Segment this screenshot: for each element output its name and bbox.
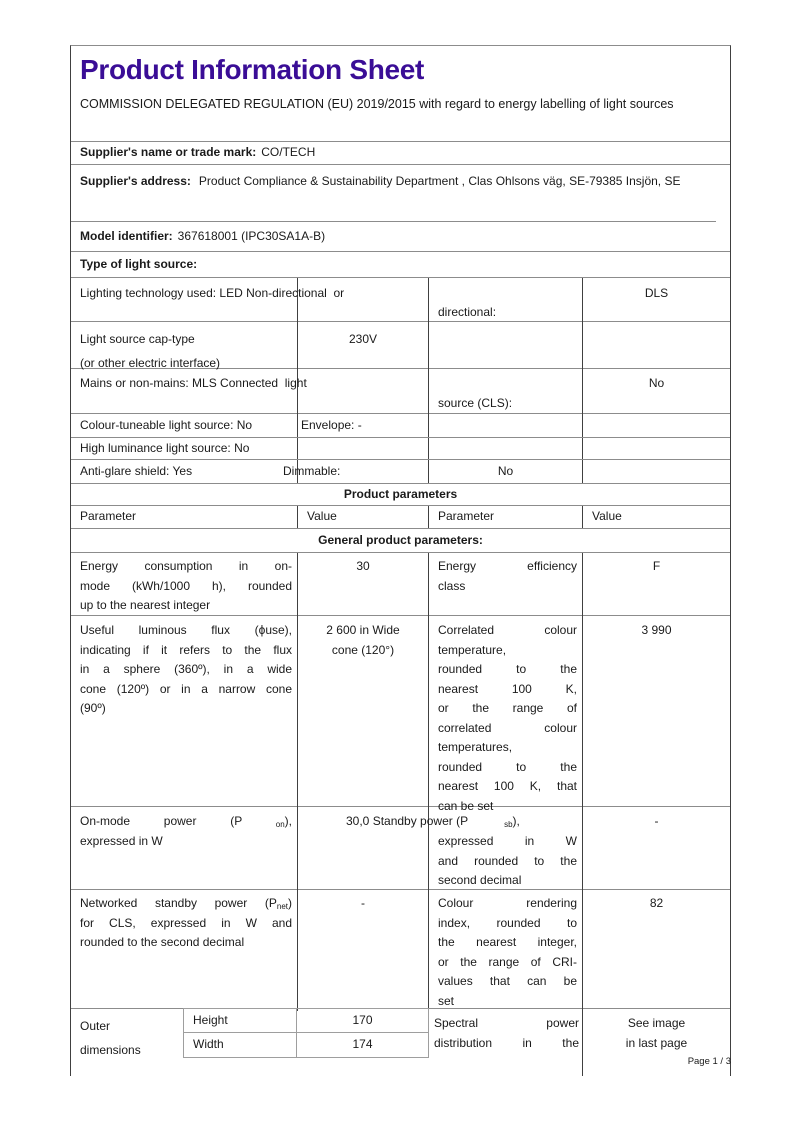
- empty-cell: [582, 414, 730, 437]
- supplier-name-value: CO/TECH: [261, 145, 316, 159]
- dimension-value: 174: [352, 1037, 373, 1051]
- outer-dimensions-row: Outer dimensions Height 170 Width 174 Sp…: [71, 1008, 730, 1076]
- lighting-technology-continuation: directional:: [428, 278, 582, 323]
- column-divider: [582, 1009, 583, 1076]
- empty-cell: [297, 460, 428, 483]
- supplier-address-label: Supplier's address:: [80, 174, 191, 188]
- empty-cell: [428, 438, 582, 459]
- table-row: Light source cap-type (or other electric…: [71, 322, 730, 375]
- table-row: Width 174: [184, 1033, 428, 1057]
- dimmable-label: Dimmable:: [283, 464, 341, 478]
- high-luminance-cell: High luminance light source: No: [80, 441, 250, 455]
- type-of-light-source-heading: Type of light source:: [71, 252, 730, 278]
- efficiency-class-value: F: [582, 553, 730, 616]
- table-row: Networked standby power (Pnet) for CLS, …: [71, 890, 730, 1011]
- table-row: High luminance light source: No: [71, 438, 730, 460]
- column-header-row: Parameter Value Parameter Value: [71, 506, 730, 529]
- colour-temperature-cell: Correlated colour temperature, rounded t…: [428, 616, 582, 816]
- column-header: Parameter: [428, 506, 582, 528]
- spectral-power-cell: Spectral power distribution in the: [434, 1016, 579, 1050]
- mains-value: No: [582, 369, 730, 414]
- empty-cell: [297, 438, 428, 459]
- page-indicator: Page 1 / 3: [687, 1056, 731, 1067]
- dimmable-value: No: [428, 460, 582, 483]
- mains-cell: Mains or non-mains: MLS Connected light: [80, 376, 307, 390]
- cap-type-cell: Light source cap-type (or other electric…: [80, 332, 221, 370]
- empty-cell: [428, 322, 582, 375]
- table-row: On-mode power (P on), expressed in W 30,…: [71, 807, 730, 891]
- supplier-name-label: Supplier's name or trade mark:: [80, 145, 257, 159]
- energy-consumption-cell: Energy consumption in on- mode (kWh/1000…: [80, 559, 292, 612]
- empty-cell: [582, 460, 730, 483]
- general-parameters-heading: General product parameters:: [71, 529, 730, 553]
- on-mode-power-value-cell: 30,0 Standby power (P sb),: [297, 807, 520, 891]
- column-header: Value: [297, 506, 428, 528]
- on-mode-power-cell: On-mode power (P on), expressed in W: [80, 814, 292, 848]
- table-row: Height 170: [184, 1009, 428, 1033]
- table-row: Mains or non-mains: MLS Connected light …: [71, 369, 730, 414]
- cap-type-value: 230V: [297, 322, 428, 375]
- supplier-address-row: Supplier's address: Product Compliance & …: [71, 165, 716, 222]
- empty-cell: [428, 414, 582, 437]
- networked-standby-cell: Networked standby power (Pnet) for CLS, …: [80, 896, 292, 949]
- supplier-name-row: Supplier's name or trade mark: CO/TECH: [71, 142, 730, 165]
- standby-power-overflow-text: 30,0 Standby power (P sb),: [346, 814, 520, 829]
- table-row: Anti-glare shield: Yes Dimmable: No: [71, 460, 730, 484]
- colour-rendering-cell: Colour rendering index, rounded to the n…: [428, 890, 582, 1011]
- supplier-address-value: Product Compliance & Sustainability Depa…: [198, 174, 681, 188]
- page-title: Product Information Sheet: [80, 54, 425, 85]
- model-identifier-row: Model identifier: 367618001 (IPC30SA1A-B): [71, 222, 730, 252]
- colour-tuneable-cell: Colour-tuneable light source: No: [80, 418, 253, 432]
- standby-power-cell: expressed in W and rounded to the second…: [428, 807, 582, 891]
- header-block: Product Information Sheet COMMISSION DEL…: [71, 46, 730, 142]
- standby-power-value: -: [582, 807, 730, 891]
- luminous-flux-value: 2 600 in Wide cone (120°): [297, 616, 428, 816]
- outer-dimensions-label: Outer dimensions: [80, 1019, 141, 1057]
- column-header: Value: [582, 506, 730, 528]
- table-row: Lighting technology used: LED Non-direct…: [71, 278, 730, 323]
- column-header: Parameter: [80, 509, 137, 523]
- dimension-name: Height: [184, 1009, 297, 1032]
- dimension-name: Width: [184, 1033, 297, 1057]
- product-information-sheet: Product Information Sheet COMMISSION DEL…: [70, 45, 731, 1076]
- table-row: Energy consumption in on- mode (kWh/1000…: [71, 553, 730, 616]
- colour-rendering-value: 82: [582, 890, 730, 1011]
- model-identifier-label: Model identifier:: [80, 229, 173, 243]
- networked-standby-value: -: [297, 890, 428, 1011]
- lighting-technology-cell: Lighting technology used: LED Non-direct…: [80, 286, 345, 300]
- efficiency-class-cell: Energy efficiency class: [428, 553, 582, 616]
- envelope-cell: Envelope: -: [297, 414, 428, 437]
- dimension-value: 170: [352, 1013, 373, 1027]
- luminous-flux-cell: Useful luminous flux (ϕuse), indicating …: [80, 623, 292, 715]
- empty-cell: [582, 438, 730, 459]
- empty-cell: [297, 369, 428, 414]
- product-parameters-heading: Product parameters: [71, 484, 730, 506]
- spectral-power-value: See image in last page: [625, 1016, 688, 1050]
- empty-cell: [582, 322, 730, 375]
- regulation-subtitle: COMMISSION DELEGATED REGULATION (EU) 201…: [80, 97, 674, 111]
- dimensions-nested-table: Height 170 Width 174: [183, 1008, 429, 1058]
- table-row: Useful luminous flux (ϕuse), indicating …: [71, 616, 730, 816]
- lighting-technology-value: DLS: [582, 278, 730, 323]
- energy-consumption-value: 30: [297, 553, 428, 616]
- model-identifier-value: 367618001 (IPC30SA1A-B): [177, 229, 326, 243]
- empty-cell: [297, 278, 428, 323]
- anti-glare-cell: Anti-glare shield: Yes Dimmable:: [71, 460, 340, 483]
- mains-continuation: source (CLS):: [428, 369, 582, 414]
- table-row: Colour-tuneable light source: No Envelop…: [71, 414, 730, 438]
- colour-temperature-value: 3 990: [582, 616, 730, 816]
